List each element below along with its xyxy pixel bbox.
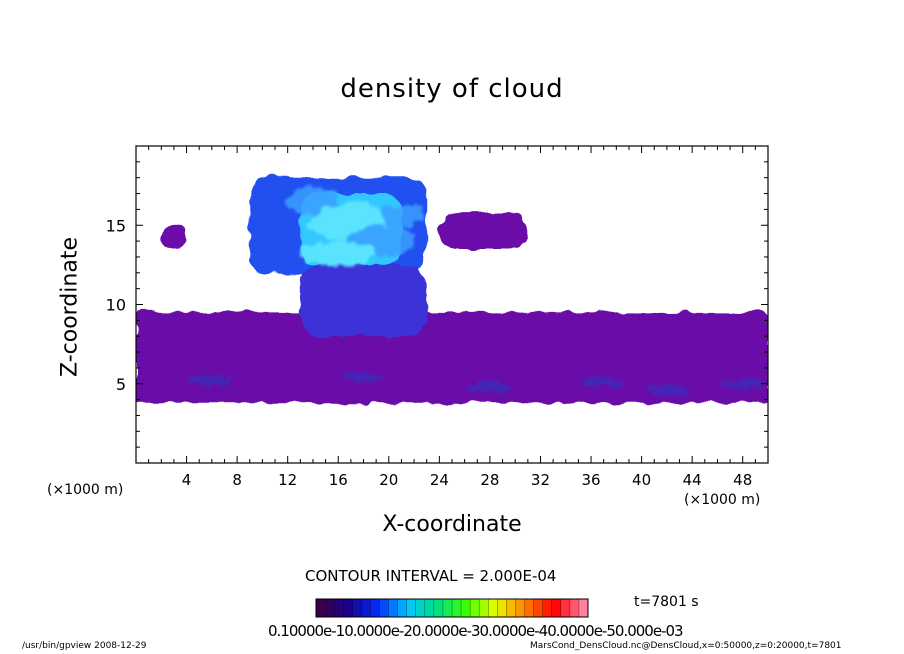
colorbar-swatch [488, 599, 498, 617]
lower-layer-cell [467, 381, 512, 392]
colorbar-swatch [578, 599, 589, 617]
footer-left: /usr/bin/gpview 2008-12-29 [22, 641, 147, 651]
x-unit-left: (×1000 m) [47, 482, 124, 498]
x-tick-label: 12 [278, 471, 297, 489]
chart-title: density of cloud [340, 74, 564, 104]
colorbar-swatch [515, 599, 525, 617]
y-axis-label: Z-coordinate [57, 237, 83, 377]
cloud-core-cell [378, 204, 425, 227]
colorbar-swatch [334, 599, 344, 617]
y-tick-label: 5 [116, 375, 126, 394]
colorbar-swatch [533, 599, 543, 617]
colorbar-swatch [316, 599, 326, 617]
colorbar-swatch [497, 599, 507, 617]
colorbar-swatch [569, 599, 580, 617]
x-tick-label: 20 [379, 471, 398, 489]
x-tick-label: 48 [733, 471, 752, 489]
colorbar-swatch [388, 599, 398, 617]
x-tick-label: 16 [329, 471, 348, 489]
x-tick-label: 8 [232, 471, 242, 489]
x-tick-label: 4 [182, 471, 192, 489]
x-tick-label: 32 [531, 471, 550, 489]
colorbar-swatch [361, 599, 371, 617]
colorbar-swatch [524, 599, 534, 617]
x-tick-label: 44 [683, 471, 702, 489]
y-tick-label: 15 [106, 216, 126, 235]
density-field [136, 177, 768, 403]
colorbar-swatch [433, 599, 444, 617]
lower-layer-cell [189, 375, 234, 386]
colorbar-swatch [370, 599, 380, 617]
colorbar-swatch [352, 599, 362, 617]
x-axis-label-text: X-coordinate [382, 512, 522, 537]
colorbar-swatch [397, 599, 407, 617]
colorbar-swatch [424, 599, 435, 617]
plot-frame [135, 145, 769, 464]
colorbar-border [315, 598, 589, 618]
lower-layer-cell [341, 372, 386, 383]
cloud-region-left-patch [161, 225, 187, 250]
footer-right: MarsCond_DensCloud.nc@DensCloud,x=0:5000… [530, 641, 842, 651]
colorbar-swatch [442, 599, 453, 617]
x-unit-right: (×1000 m) [684, 492, 761, 508]
y-tick-label: 10 [106, 296, 126, 315]
colorbar-labels: 0.10000e-10.0000e-20.0000e-30.0000e-40.0… [268, 622, 684, 640]
colorbar [315, 598, 589, 618]
colorbar-swatch [551, 599, 562, 617]
colorbar-swatch [506, 599, 516, 617]
plot-border [135, 145, 769, 464]
lower-layer-cell [720, 378, 765, 389]
colorbar-swatch [452, 599, 462, 617]
contour-interval-label: CONTOUR INTERVAL = 2.000E-04 [305, 567, 557, 585]
colorbar-swatch [479, 599, 489, 617]
x-tick-label: 28 [480, 471, 499, 489]
x-tick-label: 24 [430, 471, 449, 489]
colorbar-swatch [325, 599, 335, 617]
colorbar-swatch [470, 599, 480, 617]
cloud-region-column [300, 264, 427, 337]
colorbar-swatch [343, 599, 353, 617]
x-tick-label: 36 [581, 471, 600, 489]
colorbar-swatch [379, 599, 389, 617]
lower-layer-cell [644, 385, 689, 396]
x-tick-label: 40 [632, 471, 651, 489]
cloud-region-right-patch [439, 212, 528, 250]
colorbar-swatch [406, 599, 417, 617]
time-label: t=7801 s [634, 594, 699, 610]
lower-layer-cell [581, 377, 626, 388]
cloud-core-cell [300, 241, 377, 267]
colorbar-swatch [560, 599, 571, 617]
colorbar-swatch [415, 599, 426, 617]
colorbar-swatch [542, 599, 553, 617]
x-axis-label: X-coordinate [0, 512, 904, 537]
colorbar-swatch [461, 599, 471, 617]
